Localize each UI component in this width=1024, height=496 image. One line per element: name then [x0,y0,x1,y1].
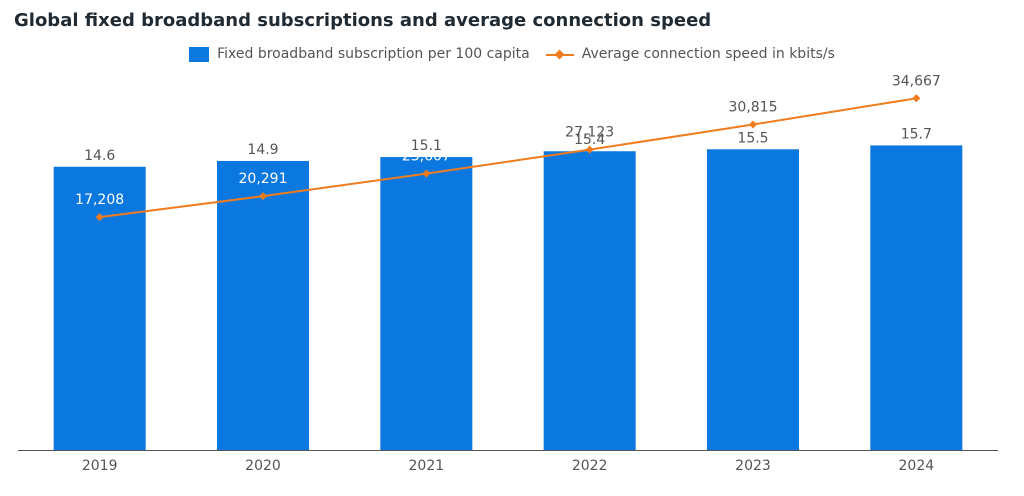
bar-2019 [53,166,146,450]
speed-point-2023 [749,120,757,129]
bar-value-label: 15.5 [737,130,768,146]
bar-value-label: 15.1 [411,138,442,154]
x-tick-label: 2019 [82,458,118,474]
bar-value-label: 14.9 [247,142,278,158]
chart-legend: Fixed broadband subscription per 100 cap… [0,46,1024,62]
chart-title: Global fixed broadband subscriptions and… [14,10,712,31]
bar-2022 [543,151,636,451]
bar-2020 [217,160,309,450]
legend-label-subscriptions: Fixed broadband subscription per 100 cap… [217,46,530,62]
speed-value-label: 34,667 [892,73,941,89]
legend-label-speed: Average connection speed in kbits/s [581,46,835,62]
legend-line-swatch [545,47,574,62]
x-tick-label: 2022 [572,458,608,474]
bar-value-label: 15.7 [901,126,932,142]
legend-bar-swatch [189,46,210,62]
speed-line [99,97,917,219]
x-tick-label: 2024 [899,458,935,474]
speed-point-2020 [259,192,267,201]
speed-point-2019 [95,213,104,222]
bar-value-label: 14.6 [84,148,115,164]
speed-value-label: 30,815 [729,100,778,116]
speed-point-2024 [912,94,921,103]
speed-point-2021 [422,169,431,178]
speed-value-label: 27,123 [565,125,614,141]
bar-2023 [707,149,799,451]
legend-item-subscriptions[interactable]: Fixed broadband subscription per 100 cap… [189,46,530,62]
bar-value-label: 15.4 [574,132,605,148]
bar-2024 [870,145,963,451]
speed-value-label: 20,291 [239,171,288,187]
speed-value-label: 23,607 [402,149,451,165]
bar-2021 [380,157,473,450]
x-tick-label: 2023 [735,458,771,474]
legend-item-speed[interactable]: Average connection speed in kbits/s [545,46,835,62]
speed-value-label: 17,208 [75,192,124,208]
x-tick-label: 2021 [409,458,445,474]
speed-point-2022 [585,145,594,154]
x-tick-label: 2020 [245,458,281,474]
